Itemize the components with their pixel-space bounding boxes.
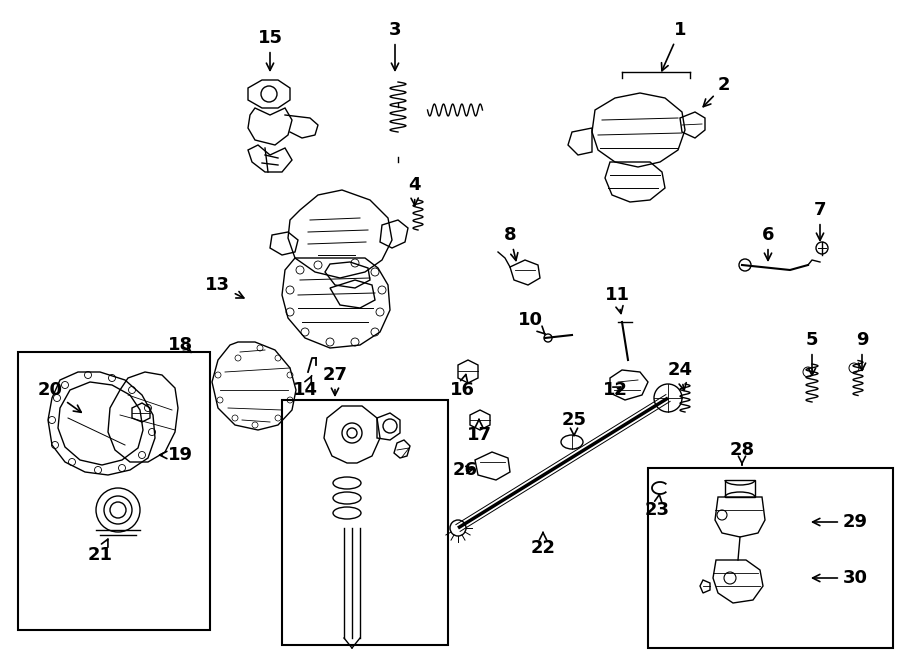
Text: 20: 20 [38,381,81,412]
Text: 6: 6 [761,226,774,260]
Text: 27: 27 [322,366,347,395]
Text: 26: 26 [453,461,478,479]
Text: 23: 23 [644,494,670,519]
Text: 8: 8 [504,226,518,260]
Text: 10: 10 [518,311,545,334]
Text: 14: 14 [292,375,318,399]
Text: 5: 5 [806,331,818,375]
Text: 1: 1 [662,21,686,71]
Text: 18: 18 [168,336,194,354]
Text: 13: 13 [205,276,244,298]
Bar [282,400,448,645]
Text: 25: 25 [562,411,587,436]
Text: 22: 22 [530,533,555,557]
Text: 19: 19 [159,446,193,464]
Text: 21: 21 [87,539,112,564]
Text: 16: 16 [449,374,474,399]
Text: 4: 4 [408,176,420,206]
Text: 3: 3 [389,21,401,70]
Text: 7: 7 [814,201,826,241]
Text: 2: 2 [703,76,731,106]
Text: 17: 17 [466,420,491,444]
Text: 28: 28 [729,441,754,465]
Bar [18,352,210,630]
Bar [648,468,893,648]
Text: 11: 11 [605,286,629,313]
Text: 12: 12 [602,381,627,399]
Text: 15: 15 [257,29,283,70]
Text: 30: 30 [813,569,868,587]
Text: 29: 29 [813,513,868,531]
Text: 24: 24 [668,361,692,391]
Text: 9: 9 [856,331,868,370]
